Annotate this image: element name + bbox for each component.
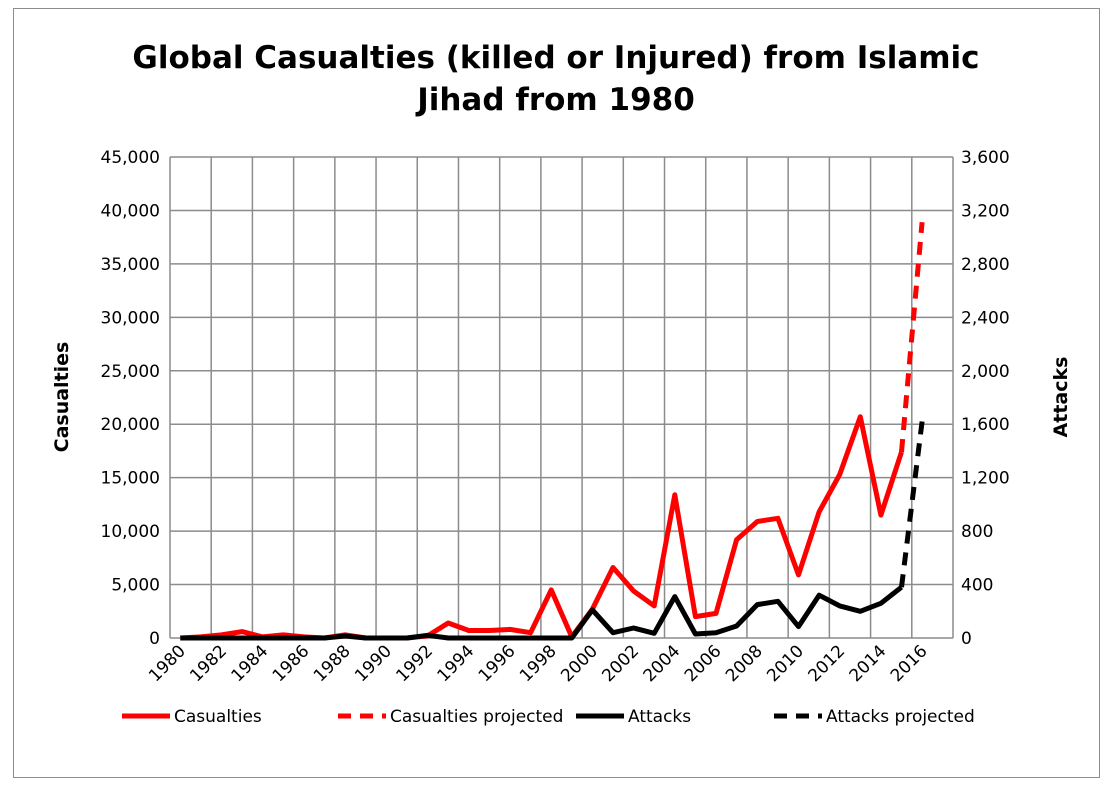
- x-tick-label: 1986: [269, 641, 314, 686]
- y2-tick-label: 3,600: [961, 148, 1010, 168]
- x-tick-label: 2016: [887, 641, 932, 686]
- x-tick-label: 1996: [475, 641, 520, 686]
- y-tick-label: 45,000: [101, 148, 160, 168]
- x-tick-label: 2014: [846, 641, 891, 686]
- series-line-attacks-projected: [899, 421, 925, 588]
- x-tick-label: 1990: [351, 641, 396, 686]
- x-tick-label: 2012: [804, 641, 849, 686]
- y-tick-label: 35,000: [101, 255, 160, 275]
- x-tick-label: 1998: [516, 641, 561, 686]
- legend-label: Attacks: [628, 707, 691, 727]
- y-axis-label: Casualties: [51, 342, 73, 453]
- chart-frame: [13, 8, 1100, 778]
- y2-tick-label: 3,200: [961, 201, 1010, 221]
- y2-tick-label: 2,400: [961, 308, 1010, 328]
- x-tick-label: 1984: [228, 641, 273, 686]
- y-tick-label: 15,000: [101, 469, 160, 489]
- x-tick-label: 2000: [557, 641, 602, 686]
- y2-tick-label: 2,800: [961, 255, 1010, 275]
- x-tick-label: 2002: [598, 641, 643, 686]
- y2-tick-label: 1,600: [961, 415, 1010, 435]
- x-tick-label: 2006: [681, 641, 726, 686]
- y-tick-label: 0: [149, 629, 160, 649]
- x-tick-label: 1994: [434, 641, 479, 686]
- y2-axis-label: Attacks: [1050, 357, 1072, 438]
- legend-label: Attacks projected: [826, 707, 975, 727]
- y-tick-label: 10,000: [101, 522, 160, 542]
- y-tick-label: 25,000: [101, 362, 160, 382]
- chart-title-line-2: Jihad from 1980: [415, 82, 695, 118]
- chart-title-line-1: Global Casualties (killed or Injured) fr…: [132, 40, 979, 76]
- x-tick-label: 2004: [640, 641, 685, 686]
- series-line-casualties-projected: [899, 221, 925, 453]
- y2-tick-label: 800: [961, 522, 993, 542]
- x-tick-label: 1982: [186, 641, 231, 686]
- x-tick-label: 2008: [722, 641, 767, 686]
- x-tick-label: 1988: [310, 641, 355, 686]
- y-tick-label: 30,000: [101, 308, 160, 328]
- x-tick-label: 2010: [763, 641, 808, 686]
- legend-label: Casualties: [174, 707, 262, 727]
- y2-tick-label: 400: [961, 576, 993, 596]
- y-tick-label: 20,000: [101, 415, 160, 435]
- y2-tick-label: 1,200: [961, 469, 1010, 489]
- legend-label: Casualties projected: [390, 707, 563, 727]
- x-tick-label: 1992: [392, 641, 437, 686]
- y2-tick-label: 0: [961, 629, 972, 649]
- y-tick-label: 40,000: [101, 201, 160, 221]
- series-line-attacks: [180, 585, 904, 641]
- y-tick-label: 5,000: [111, 576, 160, 596]
- y2-tick-label: 2,000: [961, 362, 1010, 382]
